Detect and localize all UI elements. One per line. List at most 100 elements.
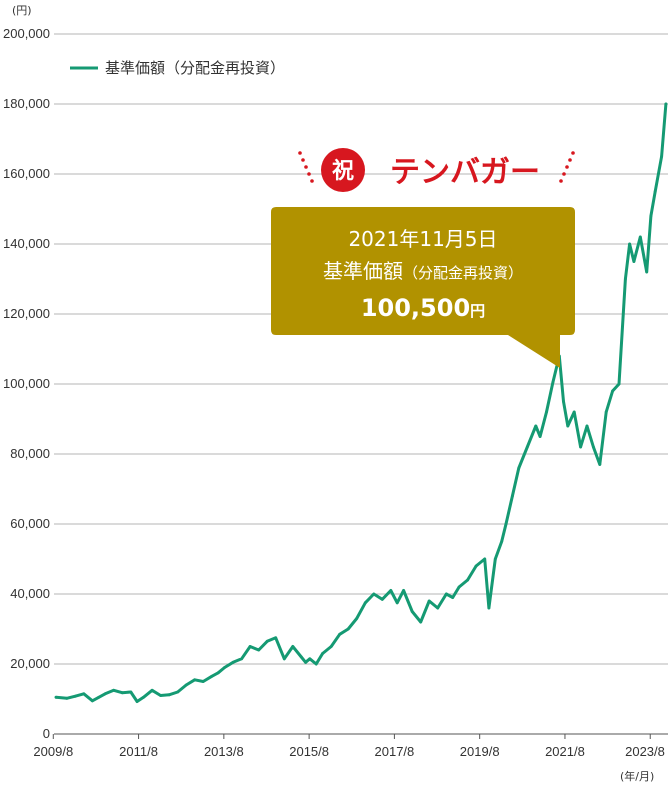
data-point — [444, 592, 448, 596]
x-tick-label: 2013/8 — [204, 744, 244, 759]
data-point — [265, 639, 269, 643]
callout-date: 2021年11月5日 — [348, 227, 497, 251]
y-tick-label: 20,000 — [10, 656, 50, 671]
data-point — [380, 597, 384, 601]
data-point — [321, 652, 324, 655]
celebration-badge — [321, 148, 365, 192]
data-point — [427, 599, 431, 603]
data-point — [500, 540, 504, 543]
data-point — [534, 424, 538, 428]
y-tick-label: 60,000 — [10, 516, 50, 531]
data-point — [82, 692, 86, 696]
data-point — [538, 435, 542, 438]
data-point — [274, 636, 278, 640]
data-point — [282, 657, 286, 661]
data-point — [579, 445, 582, 449]
y-tick-label: 40,000 — [10, 586, 50, 601]
data-point — [572, 410, 576, 414]
badge-char: 祝 — [332, 159, 354, 184]
data-point — [566, 424, 570, 428]
x-unit-label: (年/月) — [620, 769, 654, 783]
data-point — [598, 463, 602, 466]
callout-label-suffix: （分配金再投資） — [403, 264, 523, 282]
data-point — [299, 655, 303, 659]
y-tick-label: 160,000 — [3, 166, 50, 181]
data-point — [402, 589, 405, 592]
data-point — [97, 695, 101, 699]
data-point — [617, 382, 621, 386]
data-point — [487, 606, 491, 610]
data-point — [466, 578, 469, 582]
data-point — [653, 190, 657, 193]
banner-title: テンバガー — [390, 155, 540, 190]
data-point — [483, 557, 487, 561]
banner-dots-left — [298, 151, 314, 183]
data-point — [363, 601, 367, 605]
data-point — [135, 700, 139, 703]
data-point — [159, 694, 163, 697]
data-point — [551, 380, 555, 384]
callout-label-main: 基準価額 — [323, 259, 403, 283]
callout-value: 100,500 — [361, 294, 470, 322]
data-point — [210, 674, 214, 678]
data-point — [120, 691, 124, 695]
data-point — [176, 690, 180, 694]
data-point — [112, 688, 116, 692]
y-tick-label: 0 — [43, 726, 50, 741]
data-point — [545, 410, 548, 414]
data-point — [346, 627, 350, 631]
data-point — [201, 680, 205, 683]
y-tick-label: 80,000 — [10, 446, 50, 461]
data-point — [372, 592, 376, 596]
data-point — [129, 690, 133, 694]
data-point — [231, 660, 235, 664]
x-tick-label: 2017/8 — [375, 744, 415, 759]
data-point — [355, 617, 359, 620]
data-point — [664, 102, 668, 106]
data-point — [419, 620, 423, 624]
data-point — [649, 214, 653, 218]
data-point — [338, 632, 342, 636]
x-tick-label: 2009/8 — [33, 744, 73, 759]
data-point — [65, 696, 69, 700]
y-tick-label: 120,000 — [3, 306, 50, 321]
y-tick-label: 140,000 — [3, 236, 50, 251]
data-point — [216, 671, 220, 675]
callout-box — [271, 207, 575, 368]
data-point — [493, 557, 497, 561]
data-point — [436, 606, 440, 610]
data-point — [611, 389, 614, 393]
data-point — [329, 645, 333, 648]
data-point — [314, 662, 318, 666]
data-point — [624, 277, 627, 281]
series-line-nav — [54, 102, 668, 703]
data-point — [517, 466, 521, 470]
data-point — [638, 235, 642, 239]
banner-dots-right — [559, 151, 575, 183]
data-point — [142, 695, 145, 699]
data-point — [511, 494, 514, 498]
x-tick-label: 2015/8 — [289, 744, 329, 759]
data-point — [91, 699, 94, 703]
data-point — [628, 242, 631, 246]
data-point — [193, 678, 197, 682]
data-point — [562, 400, 565, 403]
ten-bagger-banner: 祝 テンバガー — [298, 148, 575, 192]
data-point — [525, 445, 529, 449]
data-point — [240, 657, 244, 661]
callout: 2021年11月5日 基準価額（分配金再投資） 100,500円 — [271, 207, 575, 368]
x-tick-label: 2011/8 — [119, 744, 158, 759]
x-axis: 2009/8 2011/8 2013/8 2015/8 2017/8 2019/8 2021… — [33, 733, 668, 759]
data-point — [248, 645, 252, 648]
data-point — [73, 694, 77, 698]
data-point — [184, 683, 188, 687]
data-point — [592, 445, 595, 449]
series-points — [54, 102, 668, 703]
data-point — [291, 645, 295, 648]
x-tick-label: 2023/8 — [625, 744, 665, 759]
callout-unit: 円 — [470, 302, 485, 320]
data-point — [474, 564, 478, 568]
data-point — [504, 522, 508, 526]
legend: 基準価額（分配金再投資） — [70, 59, 285, 77]
data-point — [660, 155, 663, 158]
